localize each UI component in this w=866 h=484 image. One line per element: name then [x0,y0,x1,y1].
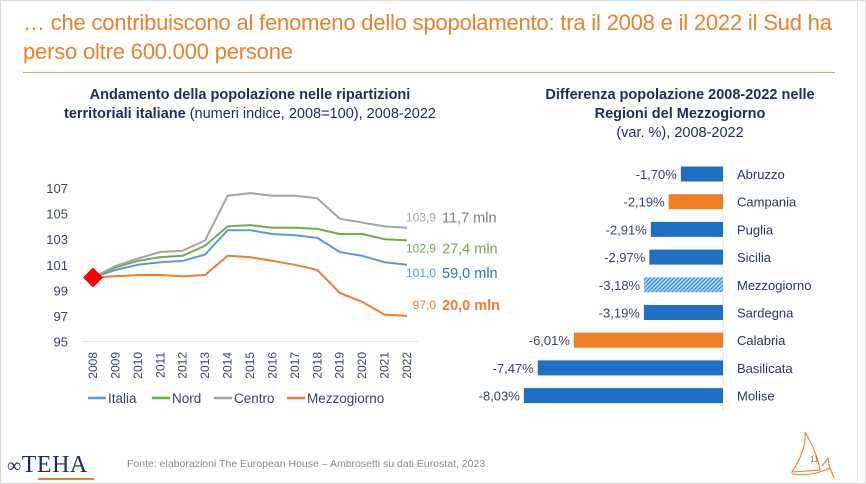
logo-underline [38,478,94,480]
bar-category-label: Puglia [737,222,774,237]
bar-value-label: -3,18% [599,278,641,293]
bar-value-label: -2,97% [604,250,646,265]
population-label: 27,4 mln [442,241,498,257]
bar-sicilia [649,249,723,265]
bar-value-label: -6,01% [529,333,571,348]
bar-category-label: Molise [737,389,775,404]
bar-category-label: Basilicata [737,361,793,376]
y-tick-label: 99 [54,283,68,298]
slide-title: … che contribuiscono al fenomeno dello s… [23,10,832,64]
bar-value-label: -7,47% [493,361,535,376]
logo-text: TEHA [21,452,88,478]
bar-chart-title-line1: Differenza popolazione 2008-2022 nelle [545,87,815,103]
teha-logo: ∞TEHA [7,452,88,479]
bar-sardegna [643,305,723,320]
page-number: 11 [810,455,819,464]
bar-chart-title-line2: Regioni del Mezzogiorno [594,106,766,122]
bar-value-label: -8,03% [479,389,521,404]
source-note: Fonte: elaborazioni The European House –… [127,458,486,470]
bar-campania [668,194,723,210]
x-tick-label: 2015 [243,352,257,379]
bar-molise [523,388,723,404]
line-chart-title-line2-regular: (numeri indice, 2008=100), 2008-2022 [185,106,436,122]
bar-value-label: -2,91% [606,222,648,237]
series-line-italia [92,229,408,279]
y-tick-label: 105 [46,207,68,222]
x-tick-label: 2012 [176,352,190,379]
x-tick-label: 2019 [333,352,347,379]
legend-label-centro: Centro [234,391,275,406]
y-tick-label: 97 [54,309,68,324]
bar-value-label: -3,19% [599,306,641,321]
x-tick-label: 2009 [108,352,122,379]
bar-chart-title-line3: (var. %), 2008-2022 [616,125,744,141]
bar-category-label: Mezzogiorno [737,278,811,293]
legend-label-nord: Nord [172,391,201,406]
bar-value-label: -2,19% [623,195,665,210]
x-tick-label: 2018 [310,352,324,379]
slide-edge [857,0,858,484]
y-tick-label: 103 [46,232,68,247]
line-chart-title-line1: Andamento della popolazione nelle ripart… [89,87,411,103]
bar-category-label: Sicilia [737,250,772,265]
series-line-nord [92,224,408,279]
bar-category-label: Calabria [737,333,786,348]
x-tick-label: 2022 [400,352,414,379]
legend-label-italia: Italia [108,391,137,406]
y-tick-label: 107 [46,181,68,196]
population-label: 20,0 mln [442,298,500,314]
bar-category-label: Abruzzo [737,167,785,182]
bar-basilicata [537,360,723,376]
series-line-mezzogiorno [92,254,408,317]
x-tick-label: 2016 [265,352,279,379]
x-tick-label: 2013 [198,352,212,379]
bar-calabria [573,332,723,348]
bar-category-label: Sardegna [737,306,794,321]
y-tick-label: 95 [54,335,68,350]
end-value-label: 102,9 [406,241,436,255]
base-year-diamond-marker [83,267,103,288]
end-value-label: 97,0 [413,298,437,312]
logo-glyph-icon: ∞ [7,455,22,477]
line-chart-title-line2-bold: territoriali italiane [64,106,186,122]
x-tick-label: 2008 [86,352,100,379]
end-value-label: 103,9 [406,211,436,225]
population-label: 59,0 mln [442,266,498,282]
x-tick-label: 2017 [288,352,302,379]
x-tick-label: 2020 [355,352,369,379]
y-tick-label: 101 [46,258,68,273]
legend-label-mezzogiorno: Mezzogiorno [307,391,384,406]
x-tick-label: 2011 [153,352,167,378]
bar-abruzzo [680,166,723,182]
bar-chart-title: Differenza popolazione 2008-2022 nelle R… [520,86,840,143]
series-line-centro [92,192,408,279]
line-chart-title: Andamento della popolazione nelle ripart… [50,86,450,124]
sailboat-icon [790,431,835,479]
title-divider [23,72,835,73]
x-tick-label: 2021 [378,352,392,379]
bar-puglia [650,221,723,237]
x-tick-label: 2010 [131,352,145,379]
bar-category-label: Campania [737,195,797,210]
end-value-label: 101,0 [406,266,436,280]
x-tick-label: 2014 [221,352,235,379]
bar-mezzogiorno [644,277,723,293]
bar-value-label: -1,70% [636,167,678,182]
population-label: 11,7 mln [442,211,497,227]
